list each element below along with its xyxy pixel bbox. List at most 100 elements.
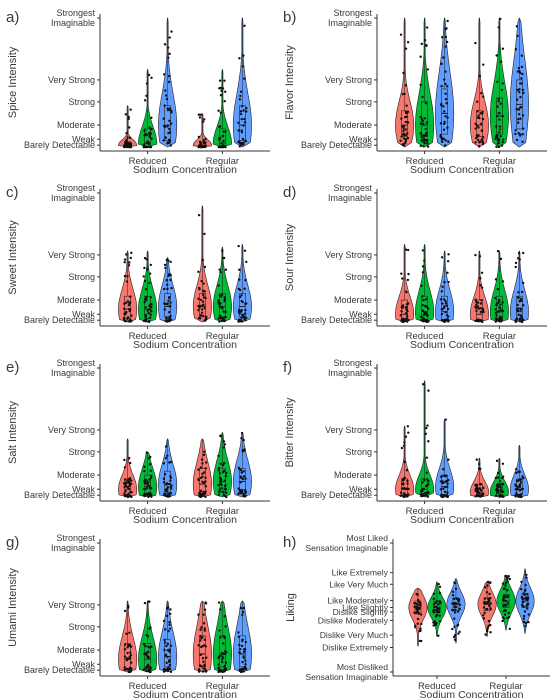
data-point xyxy=(514,48,518,51)
data-point xyxy=(444,92,447,95)
data-point xyxy=(514,132,517,136)
data-point xyxy=(515,492,518,495)
data-point xyxy=(168,650,171,653)
data-point xyxy=(145,451,148,454)
data-point xyxy=(421,489,424,493)
data-point xyxy=(162,462,166,465)
data-point xyxy=(242,141,245,144)
data-point xyxy=(199,489,203,493)
data-point xyxy=(224,310,227,314)
data-point xyxy=(163,43,167,46)
data-point xyxy=(488,592,491,596)
data-point xyxy=(129,320,132,323)
data-point xyxy=(224,130,227,133)
data-point xyxy=(444,139,447,142)
x-tick-label: Reduced xyxy=(129,156,167,167)
data-point xyxy=(516,88,519,92)
data-point xyxy=(222,310,225,313)
data-point xyxy=(130,491,133,494)
data-point xyxy=(165,661,168,665)
data-point xyxy=(163,263,167,267)
data-point xyxy=(424,298,428,301)
data-point xyxy=(435,605,438,608)
data-point xyxy=(240,294,243,297)
data-point xyxy=(406,482,409,485)
panel-label: f) xyxy=(283,359,292,376)
data-point xyxy=(427,389,430,392)
data-point xyxy=(146,309,150,312)
data-point xyxy=(402,125,406,128)
data-point xyxy=(168,627,172,630)
data-point xyxy=(145,258,148,261)
data-point xyxy=(162,619,166,623)
data-point xyxy=(241,450,245,453)
data-point xyxy=(496,105,499,108)
y-tick-label: Very Strong xyxy=(48,75,95,85)
data-point xyxy=(498,125,502,128)
data-point xyxy=(165,97,169,101)
data-point xyxy=(517,118,520,121)
data-point xyxy=(439,298,443,301)
data-point xyxy=(486,602,489,605)
data-point xyxy=(149,303,152,306)
data-point xyxy=(243,665,247,669)
data-point xyxy=(223,299,226,303)
data-point xyxy=(244,312,247,315)
y-axis-title: Salt Intensity xyxy=(7,401,19,464)
data-point xyxy=(494,311,498,315)
data-point xyxy=(501,280,505,283)
data-point xyxy=(148,478,151,481)
data-point xyxy=(202,613,205,616)
data-point xyxy=(426,142,429,145)
data-point xyxy=(222,130,225,133)
data-point xyxy=(145,482,148,485)
data-point xyxy=(503,613,507,616)
data-point xyxy=(518,319,521,322)
data-point xyxy=(443,122,446,126)
data-point xyxy=(237,308,241,312)
data-point xyxy=(238,467,241,471)
data-point xyxy=(440,85,443,88)
data-point xyxy=(405,290,408,294)
data-point xyxy=(238,145,241,148)
data-point xyxy=(127,492,130,495)
data-point xyxy=(404,84,408,87)
data-point xyxy=(400,135,403,138)
data-point xyxy=(403,115,407,119)
data-point xyxy=(522,614,526,618)
data-point xyxy=(494,476,498,480)
data-point xyxy=(440,62,443,66)
data-point xyxy=(244,278,247,282)
data-point xyxy=(517,108,521,111)
data-point xyxy=(198,669,201,672)
data-point xyxy=(454,581,457,585)
data-point xyxy=(126,136,129,139)
data-point xyxy=(202,296,206,299)
data-point xyxy=(425,139,429,143)
data-point xyxy=(203,638,206,642)
data-point xyxy=(424,127,427,131)
data-point xyxy=(425,484,428,488)
data-point xyxy=(402,142,406,146)
data-point xyxy=(400,487,404,490)
data-point xyxy=(475,124,479,128)
data-point xyxy=(495,145,498,149)
data-point xyxy=(169,260,172,264)
data-point xyxy=(407,272,410,276)
data-point xyxy=(499,257,503,261)
data-point xyxy=(407,431,410,434)
data-point xyxy=(406,248,410,252)
y-tick-label: Moderate xyxy=(57,120,95,130)
data-point xyxy=(501,309,505,313)
y-axis-title: Umami Intensity xyxy=(7,568,19,647)
data-point xyxy=(517,313,520,316)
data-point xyxy=(204,461,208,464)
data-point xyxy=(124,312,127,316)
data-point xyxy=(217,663,220,666)
data-point xyxy=(421,487,424,491)
data-point xyxy=(496,485,500,489)
data-point xyxy=(144,488,147,491)
data-point xyxy=(454,587,458,591)
data-point xyxy=(417,600,420,604)
